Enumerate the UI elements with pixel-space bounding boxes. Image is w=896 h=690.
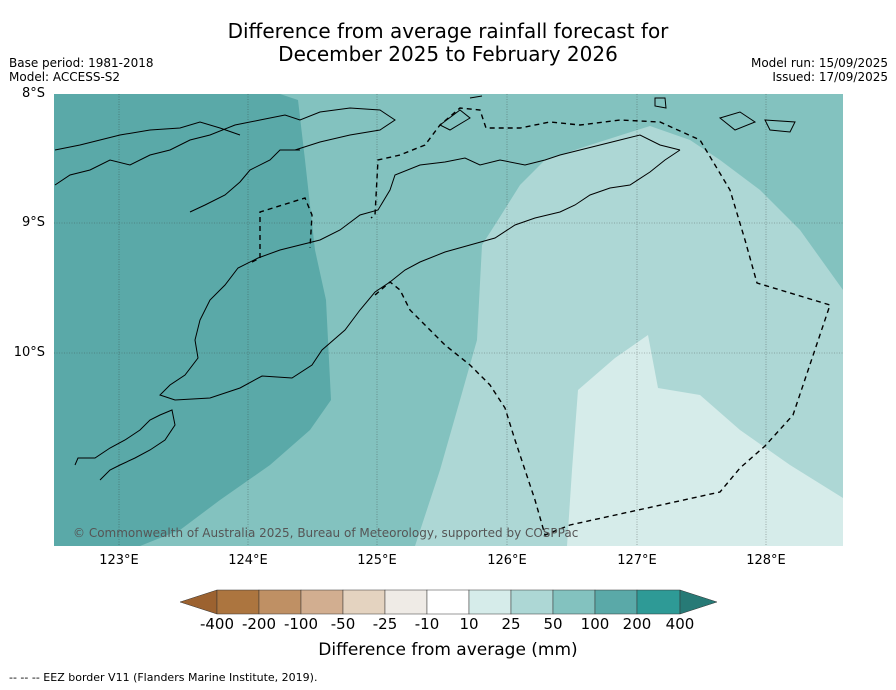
lat-label-8s: 8°S [21,86,45,101]
colorbar-tick: 50 [543,615,563,633]
northern-coastline [159,134,681,401]
colorbar-tick: 400 [665,615,695,633]
colorbar-swatch [426,589,470,615]
lon-label-126e: 126°E [487,553,527,568]
lon-label-127e: 127°E [617,553,657,568]
lat-label-10s: 10°S [13,345,45,360]
colorbar-swatch [342,589,386,615]
islands-northeast [439,95,796,133]
colorbar-swatch [216,589,260,615]
sumba-coastline [74,409,176,481]
colorbar-tick: 25 [501,615,521,633]
map-title: Difference from average rainfall forecas… [0,20,896,66]
colorbar-swatch [552,589,596,615]
lon-label-125e: 125°E [357,553,397,568]
lat-label-9s: 9°S [21,215,45,230]
title-line-1: Difference from average rainfall forecas… [227,19,669,43]
colorbar-tick: -100 [283,615,319,633]
colorbar-swatch [258,589,302,615]
graticule [54,94,843,546]
band-25 [567,335,843,546]
lon-label-128e: 128°E [746,553,786,568]
colorbar-tick: 10 [459,615,479,633]
metadata-right: Model run: 15/09/2025 Issued: 17/09/2025 [751,56,888,84]
colorbar-tick: -25 [372,615,398,633]
metadata-left: Base period: 1981-2018 Model: ACCESS-S2 [9,56,154,84]
lon-label-123e: 123°E [99,553,139,568]
colorbar-tick: 200 [622,615,652,633]
rainfall-anomaly-field [54,94,843,546]
colorbar-swatch [594,589,638,615]
colorbar-extend-high [679,589,718,615]
eez-border [251,107,831,536]
base-period: Base period: 1981-2018 [9,56,154,70]
colorbar-tick: -50 [330,615,356,633]
colorbar-swatch [384,589,428,615]
timor-south-coast [189,149,300,213]
colorbar-swatch [636,589,681,615]
colorbar-tick: -400 [199,615,235,633]
colorbar [179,589,718,615]
model-run-date: Model run: 15/09/2025 [750,56,888,70]
colorbar-swatch [300,589,344,615]
eez-footnote: -- -- -- EEZ border V11 (Flanders Marine… [9,671,318,684]
model-name: Model: ACCESS-S2 [9,70,121,84]
colorbar-swatch [468,589,512,615]
colorbar-tick: 100 [580,615,610,633]
lon-label-124e: 124°E [228,553,268,568]
colorbar-tick: -10 [414,615,440,633]
copyright-notice: © Commonwealth of Australia 2025, Bureau… [73,526,579,540]
coastlines [54,95,796,481]
issued-date: Issued: 17/09/2025 [772,70,888,84]
colorbar-extend-low [179,589,218,615]
colorbar-tick: -200 [241,615,277,633]
title-line-2: December 2025 to February 2026 [278,42,618,66]
timor-coastline [54,107,396,186]
colorbar-swatch [510,589,554,615]
colorbar-title: Difference from average (mm) [318,640,578,660]
